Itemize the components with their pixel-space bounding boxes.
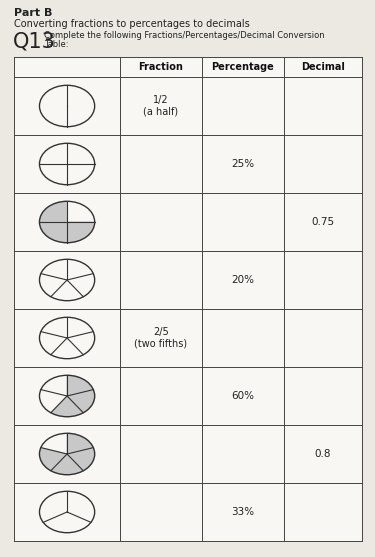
Polygon shape	[39, 201, 67, 222]
Text: Fraction: Fraction	[139, 62, 183, 72]
Polygon shape	[67, 222, 94, 243]
Polygon shape	[67, 389, 94, 413]
Text: Decimal: Decimal	[301, 62, 345, 72]
Polygon shape	[39, 448, 67, 471]
Text: Q13: Q13	[13, 31, 56, 51]
Polygon shape	[67, 375, 93, 396]
Polygon shape	[67, 433, 93, 454]
Polygon shape	[51, 396, 83, 417]
Text: 0.8: 0.8	[315, 449, 331, 459]
Polygon shape	[51, 454, 83, 475]
Text: 20%: 20%	[231, 275, 254, 285]
Bar	[14, 57, 362, 541]
Text: 2/5
(two fifths): 2/5 (two fifths)	[135, 327, 188, 349]
Text: 1/2
(a half): 1/2 (a half)	[144, 95, 178, 117]
Text: Complete the following Fractions/Percentages/Decimal Conversion: Complete the following Fractions/Percent…	[44, 31, 325, 40]
Text: Percentage: Percentage	[211, 62, 274, 72]
Text: 25%: 25%	[231, 159, 254, 169]
Text: 33%: 33%	[231, 507, 254, 517]
Text: Part B: Part B	[14, 8, 52, 18]
Text: Table:: Table:	[44, 40, 69, 49]
Text: 60%: 60%	[231, 391, 254, 401]
Text: 0.75: 0.75	[311, 217, 334, 227]
Polygon shape	[39, 222, 67, 243]
Polygon shape	[67, 448, 94, 471]
Text: Converting fractions to percentages to decimals: Converting fractions to percentages to d…	[14, 19, 250, 29]
